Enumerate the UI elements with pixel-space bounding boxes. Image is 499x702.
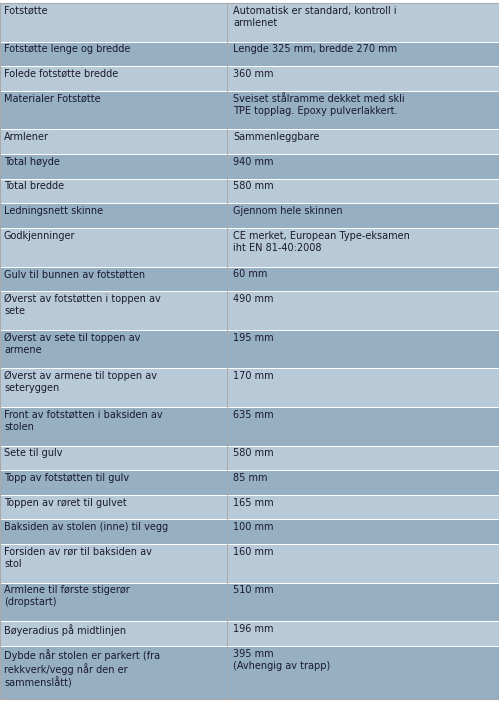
Text: 60 mm: 60 mm bbox=[233, 270, 267, 279]
Bar bbox=[0, 583, 227, 621]
Bar bbox=[227, 544, 499, 583]
Text: Armlener: Armlener bbox=[4, 132, 49, 143]
Bar bbox=[0, 646, 227, 699]
Bar bbox=[227, 154, 499, 179]
Text: 160 mm: 160 mm bbox=[233, 547, 273, 557]
Bar bbox=[0, 519, 227, 544]
Bar bbox=[227, 446, 499, 470]
Text: 580 mm: 580 mm bbox=[233, 449, 273, 458]
Bar bbox=[227, 91, 499, 129]
Bar bbox=[227, 228, 499, 267]
Bar bbox=[227, 291, 499, 330]
Text: 510 mm: 510 mm bbox=[233, 585, 273, 595]
Bar bbox=[227, 129, 499, 154]
Text: Automatisk er standard, kontroll i
armlenet: Automatisk er standard, kontroll i armle… bbox=[233, 6, 397, 28]
Text: CE merket, European Type-eksamen
iht EN 81-40:2008: CE merket, European Type-eksamen iht EN … bbox=[233, 231, 410, 253]
Bar bbox=[227, 330, 499, 369]
Bar bbox=[227, 41, 499, 66]
Text: 165 mm: 165 mm bbox=[233, 498, 273, 508]
Bar bbox=[0, 129, 227, 154]
Bar bbox=[0, 91, 227, 129]
Bar bbox=[227, 583, 499, 621]
Bar bbox=[0, 3, 227, 41]
Bar bbox=[0, 544, 227, 583]
Text: Sveiset stålramme dekket med skli
TPE topplag. Epoxy pulverlakkert.: Sveiset stålramme dekket med skli TPE to… bbox=[233, 93, 405, 116]
Text: Gjennom hele skinnen: Gjennom hele skinnen bbox=[233, 206, 343, 216]
Text: Ledningsnett skinne: Ledningsnett skinne bbox=[4, 206, 103, 216]
Text: Front av fotstøtten i baksiden av
stolen: Front av fotstøtten i baksiden av stolen bbox=[4, 410, 163, 432]
Text: Total bredde: Total bredde bbox=[4, 182, 64, 192]
Bar bbox=[227, 519, 499, 544]
Bar bbox=[227, 407, 499, 446]
Text: 580 mm: 580 mm bbox=[233, 182, 273, 192]
Text: Øverst av armene til toppen av
seteryggen: Øverst av armene til toppen av seterygge… bbox=[4, 371, 157, 393]
Bar bbox=[0, 621, 227, 646]
Bar bbox=[227, 204, 499, 228]
Text: Gulv til bunnen av fotstøtten: Gulv til bunnen av fotstøtten bbox=[4, 270, 145, 279]
Bar bbox=[0, 41, 227, 66]
Text: Sete til gulv: Sete til gulv bbox=[4, 449, 62, 458]
Bar bbox=[227, 470, 499, 495]
Bar bbox=[0, 369, 227, 407]
Bar bbox=[0, 228, 227, 267]
Text: 195 mm: 195 mm bbox=[233, 333, 273, 343]
Bar bbox=[0, 495, 227, 519]
Bar bbox=[0, 154, 227, 179]
Bar bbox=[0, 407, 227, 446]
Bar bbox=[227, 646, 499, 699]
Text: Folede fotstøtte bredde: Folede fotstøtte bredde bbox=[4, 69, 118, 79]
Bar bbox=[227, 3, 499, 41]
Text: Forsiden av rør til baksiden av
stol: Forsiden av rør til baksiden av stol bbox=[4, 547, 152, 569]
Text: Sammenleggbare: Sammenleggbare bbox=[233, 132, 319, 143]
Text: Lengde 325 mm, bredde 270 mm: Lengde 325 mm, bredde 270 mm bbox=[233, 44, 397, 55]
Bar bbox=[0, 446, 227, 470]
Text: Baksiden av stolen (inne) til vegg: Baksiden av stolen (inne) til vegg bbox=[4, 522, 168, 532]
Text: Dybde når stolen er parkert (fra
rekkverk/vegg når den er
sammenslått): Dybde når stolen er parkert (fra rekkver… bbox=[4, 649, 160, 689]
Text: Toppen av røret til gulvet: Toppen av røret til gulvet bbox=[4, 498, 127, 508]
Text: 100 mm: 100 mm bbox=[233, 522, 273, 532]
Text: 490 mm: 490 mm bbox=[233, 294, 273, 304]
Bar bbox=[0, 179, 227, 204]
Bar bbox=[227, 179, 499, 204]
Text: 170 mm: 170 mm bbox=[233, 371, 273, 381]
Text: 196 mm: 196 mm bbox=[233, 624, 273, 634]
Bar bbox=[0, 66, 227, 91]
Bar bbox=[227, 267, 499, 291]
Text: 85 mm: 85 mm bbox=[233, 473, 267, 483]
Bar bbox=[0, 291, 227, 330]
Bar bbox=[0, 204, 227, 228]
Bar bbox=[0, 470, 227, 495]
Bar bbox=[227, 66, 499, 91]
Text: Øverst av fotstøtten i toppen av
sete: Øverst av fotstøtten i toppen av sete bbox=[4, 294, 161, 316]
Text: Øverst av sete til toppen av
armene: Øverst av sete til toppen av armene bbox=[4, 333, 140, 355]
Bar bbox=[227, 621, 499, 646]
Text: 940 mm: 940 mm bbox=[233, 157, 273, 167]
Bar bbox=[227, 369, 499, 407]
Text: Godkjenninger: Godkjenninger bbox=[4, 231, 75, 241]
Text: 360 mm: 360 mm bbox=[233, 69, 273, 79]
Text: Armlene til første stigerør
(dropstart): Armlene til første stigerør (dropstart) bbox=[4, 585, 130, 607]
Text: 635 mm: 635 mm bbox=[233, 410, 273, 420]
Text: Total høyde: Total høyde bbox=[4, 157, 60, 167]
Bar bbox=[0, 330, 227, 369]
Bar bbox=[227, 495, 499, 519]
Text: Bøyeradius på midtlinjen: Bøyeradius på midtlinjen bbox=[4, 624, 126, 636]
Text: Topp av fotstøtten til gulv: Topp av fotstøtten til gulv bbox=[4, 473, 129, 483]
Bar bbox=[0, 267, 227, 291]
Text: 395 mm
(Avhengig av trapp): 395 mm (Avhengig av trapp) bbox=[233, 649, 330, 670]
Text: Fotstøtte lenge og bredde: Fotstøtte lenge og bredde bbox=[4, 44, 130, 55]
Text: Materialer Fotstøtte: Materialer Fotstøtte bbox=[4, 93, 101, 104]
Text: Fotstøtte: Fotstøtte bbox=[4, 6, 47, 16]
